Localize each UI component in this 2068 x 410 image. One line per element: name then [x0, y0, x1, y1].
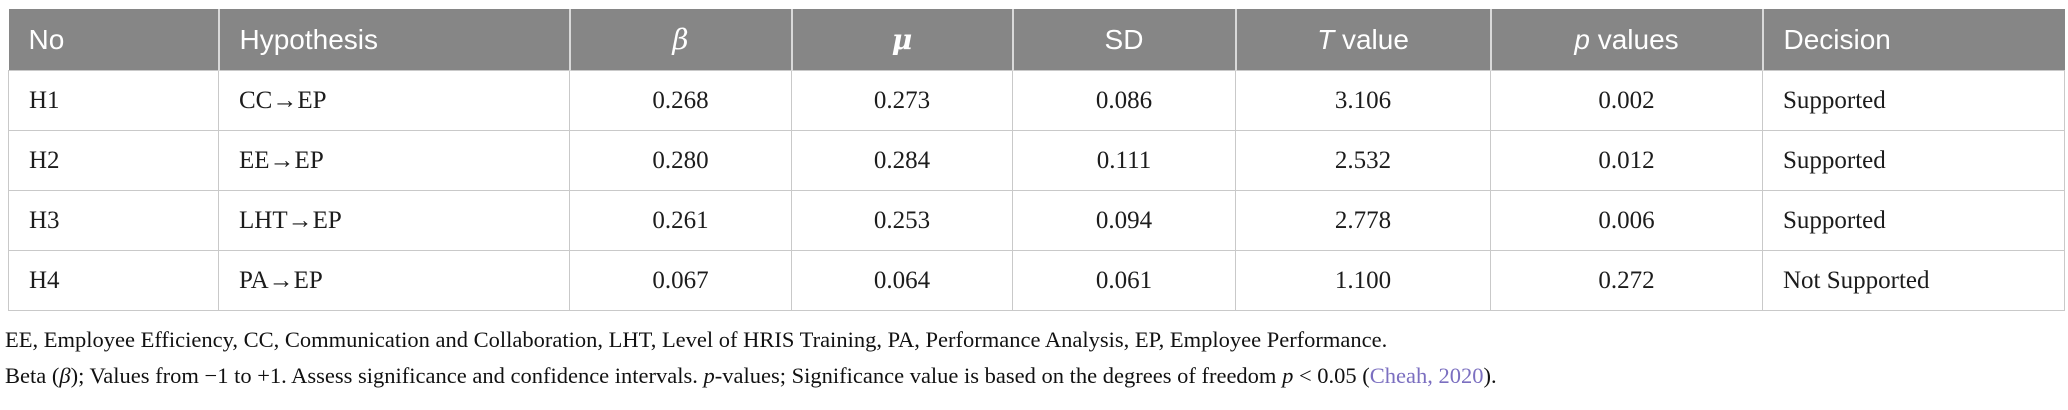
footnote-p-italic-2: p — [1282, 363, 1294, 388]
col-header-beta: β — [568, 9, 792, 71]
col-header-no-label: No — [28, 23, 65, 55]
table-header-row: No Hypothesis β μ SD T value p values De… — [8, 9, 2065, 71]
footnote-seg3: -values; Significance value is based on … — [714, 363, 1283, 388]
cell-sd: 0.061 — [1012, 250, 1236, 311]
cell-no: H4 — [8, 250, 219, 311]
col-header-mu: μ — [790, 9, 1013, 71]
col-header-hypothesis-label: Hypothesis — [239, 23, 379, 55]
col-header-p-values: p values — [1489, 9, 1763, 71]
table-row: H4 PA→EP 0.067 0.064 0.061 1.100 0.272 N… — [8, 250, 2065, 311]
cell-decision: Not Supported — [1762, 250, 2065, 311]
col-header-decision: Decision — [1761, 9, 2065, 71]
cell-mu: 0.064 — [791, 250, 1013, 311]
cell-hypothesis: CC→EP — [218, 70, 570, 131]
footnote-seg2: ); Values from −1 to +1. Assess signific… — [70, 363, 704, 388]
cell-p-value: 0.002 — [1490, 70, 1763, 131]
footnote-beta-symbol: β — [59, 363, 71, 388]
col-header-hypothesis: Hypothesis — [217, 9, 570, 71]
footnote-seg4: < 0.05 ( — [1293, 363, 1370, 388]
cell-p-value: 0.272 — [1490, 250, 1763, 311]
col-header-t-value: T value — [1234, 9, 1491, 71]
citation-link-cheah-2020[interactable]: Cheah, 2020 — [1369, 363, 1484, 388]
col-header-decision-label: Decision — [1783, 23, 1891, 55]
cell-no: H3 — [8, 190, 219, 251]
col-header-sd: SD — [1011, 9, 1236, 71]
cell-beta: 0.268 — [569, 70, 792, 131]
col-header-no: No — [8, 9, 219, 71]
cell-mu: 0.273 — [791, 70, 1013, 131]
cell-hypothesis: LHT→EP — [218, 190, 570, 251]
cell-p-value: 0.006 — [1490, 190, 1763, 251]
cell-t-value: 1.100 — [1235, 250, 1491, 311]
footnote-abbreviations-text: EE, Employee Efficiency, CC, Communicati… — [5, 327, 1388, 352]
cell-hypothesis: EE→EP — [218, 130, 570, 191]
cell-sd: 0.086 — [1012, 70, 1236, 131]
col-header-beta-label: β — [672, 23, 689, 56]
table-row: H2 EE→EP 0.280 0.284 0.111 2.532 0.012 S… — [8, 130, 2065, 191]
col-header-sd-label: SD — [1104, 23, 1144, 55]
footnote-seg5: ). — [1483, 363, 1497, 388]
cell-no: H2 — [8, 130, 219, 191]
cell-t-value: 2.778 — [1235, 190, 1491, 251]
col-header-mu-label: μ — [891, 23, 913, 56]
footnote-abbreviations: EE, Employee Efficiency, CC, Communicati… — [5, 327, 2065, 353]
cell-no: H1 — [8, 70, 219, 131]
footnote-seg1: Beta ( — [5, 363, 60, 388]
cell-decision: Supported — [1762, 190, 2065, 251]
table-row: H3 LHT→EP 0.261 0.253 0.094 2.778 0.006 … — [8, 190, 2065, 251]
col-header-p-italic: p — [1574, 23, 1590, 55]
cell-sd: 0.094 — [1012, 190, 1236, 251]
cell-t-value: 2.532 — [1235, 130, 1491, 191]
cell-hypothesis: PA→EP — [218, 250, 570, 311]
cell-beta: 0.280 — [569, 130, 792, 191]
cell-beta: 0.261 — [569, 190, 792, 251]
cell-sd: 0.111 — [1012, 130, 1236, 191]
col-header-t-rest: value — [1334, 23, 1409, 55]
footnote-beta-pvalues: Beta (β); Values from −1 to +1. Assess s… — [5, 363, 2065, 389]
cell-decision: Supported — [1762, 70, 2065, 131]
footnote-p-italic-1: p — [703, 363, 715, 388]
cell-decision: Supported — [1762, 130, 2065, 191]
cell-t-value: 3.106 — [1235, 70, 1491, 131]
cell-mu: 0.284 — [791, 130, 1013, 191]
table-row: H1 CC→EP 0.268 0.273 0.086 3.106 0.002 S… — [8, 70, 2065, 131]
cell-p-value: 0.012 — [1490, 130, 1763, 191]
cell-beta: 0.067 — [569, 250, 792, 311]
hypothesis-results-table: No Hypothesis β μ SD T value p values De… — [8, 9, 2065, 311]
col-header-t-italic: T — [1317, 23, 1335, 55]
cell-mu: 0.253 — [791, 190, 1013, 251]
col-header-p-rest: values — [1589, 23, 1679, 55]
